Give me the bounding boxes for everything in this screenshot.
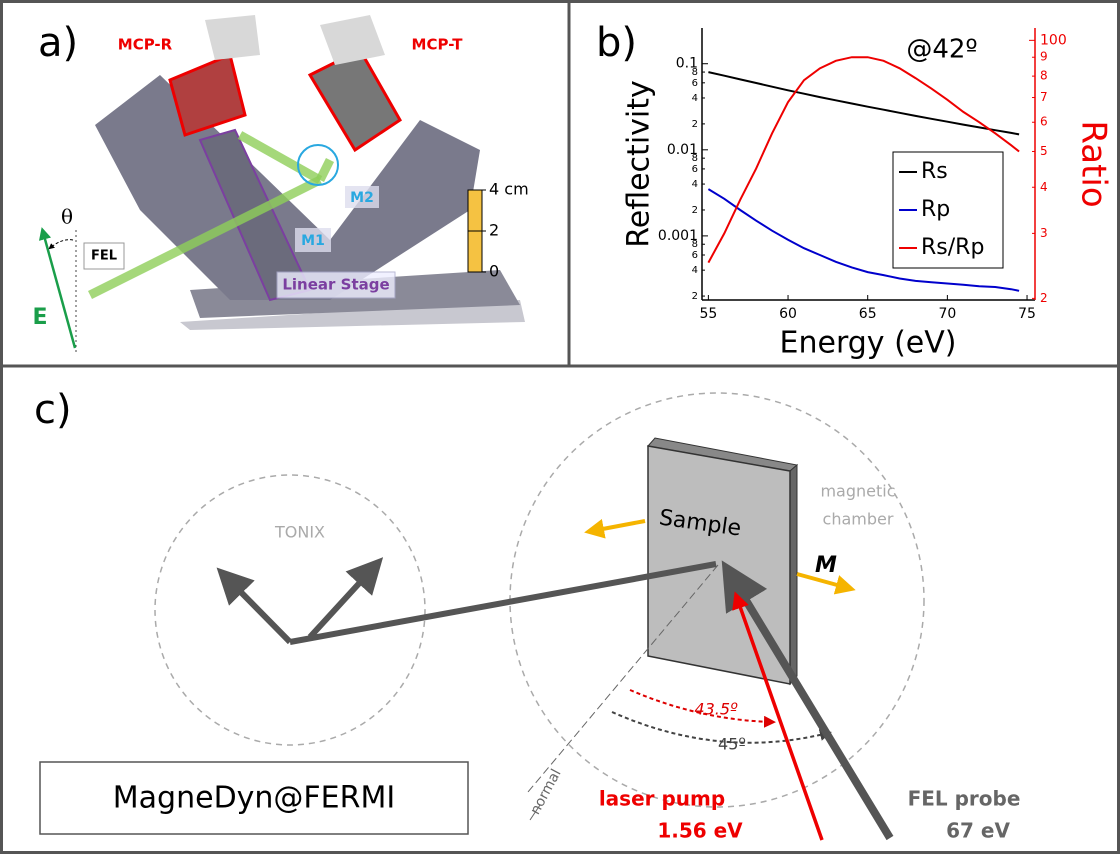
label: 43.5º: [694, 700, 738, 719]
y-tick-label: 4: [692, 265, 698, 276]
label: MCP-T: [412, 36, 464, 54]
x-axis-label: Energy (eV): [780, 326, 957, 361]
y-tick-label: 8: [692, 67, 698, 78]
label: normal: [527, 767, 564, 818]
y2-tick-label: 8: [1040, 69, 1048, 83]
tick-label: 4 cm: [489, 180, 529, 199]
label: FEL probe: [908, 787, 1021, 811]
y2-tick-label: 2: [1040, 291, 1048, 305]
panel-label: c): [34, 387, 72, 433]
y2-tick-label: 3: [1040, 226, 1048, 240]
y2-tick-label: 4: [1040, 180, 1048, 194]
label: 1.56 eV: [657, 819, 743, 843]
y2-tick-label: 6: [1040, 115, 1048, 129]
series-line: [708, 72, 1019, 134]
label: M2: [350, 190, 374, 206]
figure: a) MCP-R MCP-T M2 M1 FEL Linear Stage θ …: [0, 0, 1120, 854]
legend-label: Rs: [921, 159, 948, 184]
label: FEL: [91, 249, 117, 264]
tick-label: 0: [489, 262, 499, 281]
label: MCP-R: [118, 36, 173, 54]
setup: [40, 393, 924, 840]
label: 45º: [718, 735, 746, 754]
y-axis-label: Reflectivity: [622, 80, 657, 248]
y-tick-label: 6: [692, 164, 698, 175]
panel-label: a): [38, 20, 78, 66]
y-tick-label: 4: [692, 179, 698, 190]
y-tick-label: 6: [692, 250, 698, 261]
label: laser pump: [599, 787, 725, 811]
annotation: @42º: [906, 35, 977, 65]
label: TONIX: [274, 523, 325, 542]
label: M: [815, 553, 837, 578]
legend-label: Rp: [921, 197, 950, 222]
y2-axis-label: Ratio: [1074, 120, 1114, 207]
x-tick-label: 65: [859, 306, 877, 322]
label: M1: [301, 233, 325, 249]
y-tick-label: 2: [692, 291, 698, 302]
y-tick-label: 6: [692, 78, 698, 89]
label: 67 eV: [946, 819, 1010, 843]
label: E: [32, 305, 47, 330]
label: magnetic: [820, 482, 895, 501]
panel-label: b): [596, 20, 637, 66]
x-tick-label: 60: [779, 306, 797, 322]
label: θ: [61, 205, 73, 229]
label: Linear Stage: [282, 276, 389, 294]
y2-tick-label: 7: [1040, 90, 1048, 104]
x-tick-label: 70: [938, 306, 956, 322]
apparatus: [43, 15, 525, 352]
y-tick-label: 2: [692, 205, 698, 216]
y2-tick-label: 5: [1040, 144, 1048, 158]
y-tick-label: 8: [692, 239, 698, 250]
x-tick-label: 75: [1018, 306, 1036, 322]
y-tick-label: 2: [692, 119, 698, 130]
y2-tick-label: 9: [1040, 50, 1048, 64]
y2-tick-label: 100: [1040, 32, 1067, 48]
y-tick-label: 4: [692, 93, 698, 104]
legend-label: Rs/Rp: [921, 235, 984, 260]
title: MagneDyn@FERMI: [113, 781, 395, 816]
tick-label: 2: [489, 221, 499, 240]
label: chamber: [823, 510, 894, 529]
x-tick-label: 55: [699, 306, 717, 322]
y-tick-label: 8: [692, 153, 698, 164]
